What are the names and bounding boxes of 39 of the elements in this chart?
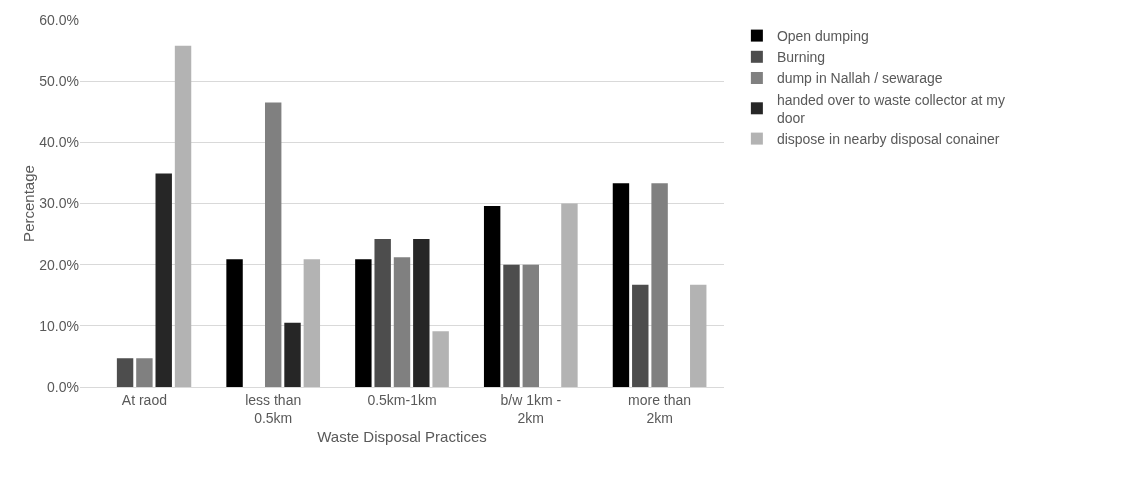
x-tick-label: 0.5km-1km [367,391,437,408]
x-axis-title: Waste Disposal Practices [317,428,487,445]
x-tick-label: At raod [121,391,167,408]
bar [690,284,707,387]
y-tick-label: 10.0% [39,317,79,334]
y-tick-label: 50.0% [39,73,79,90]
bar [651,183,668,387]
bar [355,259,372,387]
bar [413,238,430,387]
bar [374,238,391,387]
bar [136,358,153,387]
bar [612,183,630,387]
bar [226,259,243,387]
y-tick-label: 60.0% [39,11,79,28]
x-tick-label: less than 0.5km [245,391,302,426]
bar [303,259,321,387]
bar [483,205,501,387]
bar [116,358,134,387]
legend-label: Burning [776,49,826,66]
legend-label: dispose in nearby disposal conainer [776,131,1000,148]
bar [393,257,411,387]
bar [561,203,578,387]
bar [522,264,540,387]
y-tick-label: 0.0% [47,378,79,395]
x-tick-label: b/w 1km - 2km [500,391,562,426]
bar [155,173,172,387]
bar [632,284,649,387]
y-tick-label: 30.0% [39,195,79,212]
bar [264,102,282,387]
y-axis-title: Percentage [20,165,38,242]
legend-label: dump in Nallah / sewarage [776,70,943,87]
bar [503,264,520,387]
bar [284,322,301,387]
legend-label: Open dumping [776,28,869,45]
x-tick-label: more than 2km [628,391,692,426]
y-tick-label: 40.0% [39,134,79,151]
bar [432,331,449,387]
y-tick-label: 20.0% [39,256,79,273]
bar [174,45,192,387]
